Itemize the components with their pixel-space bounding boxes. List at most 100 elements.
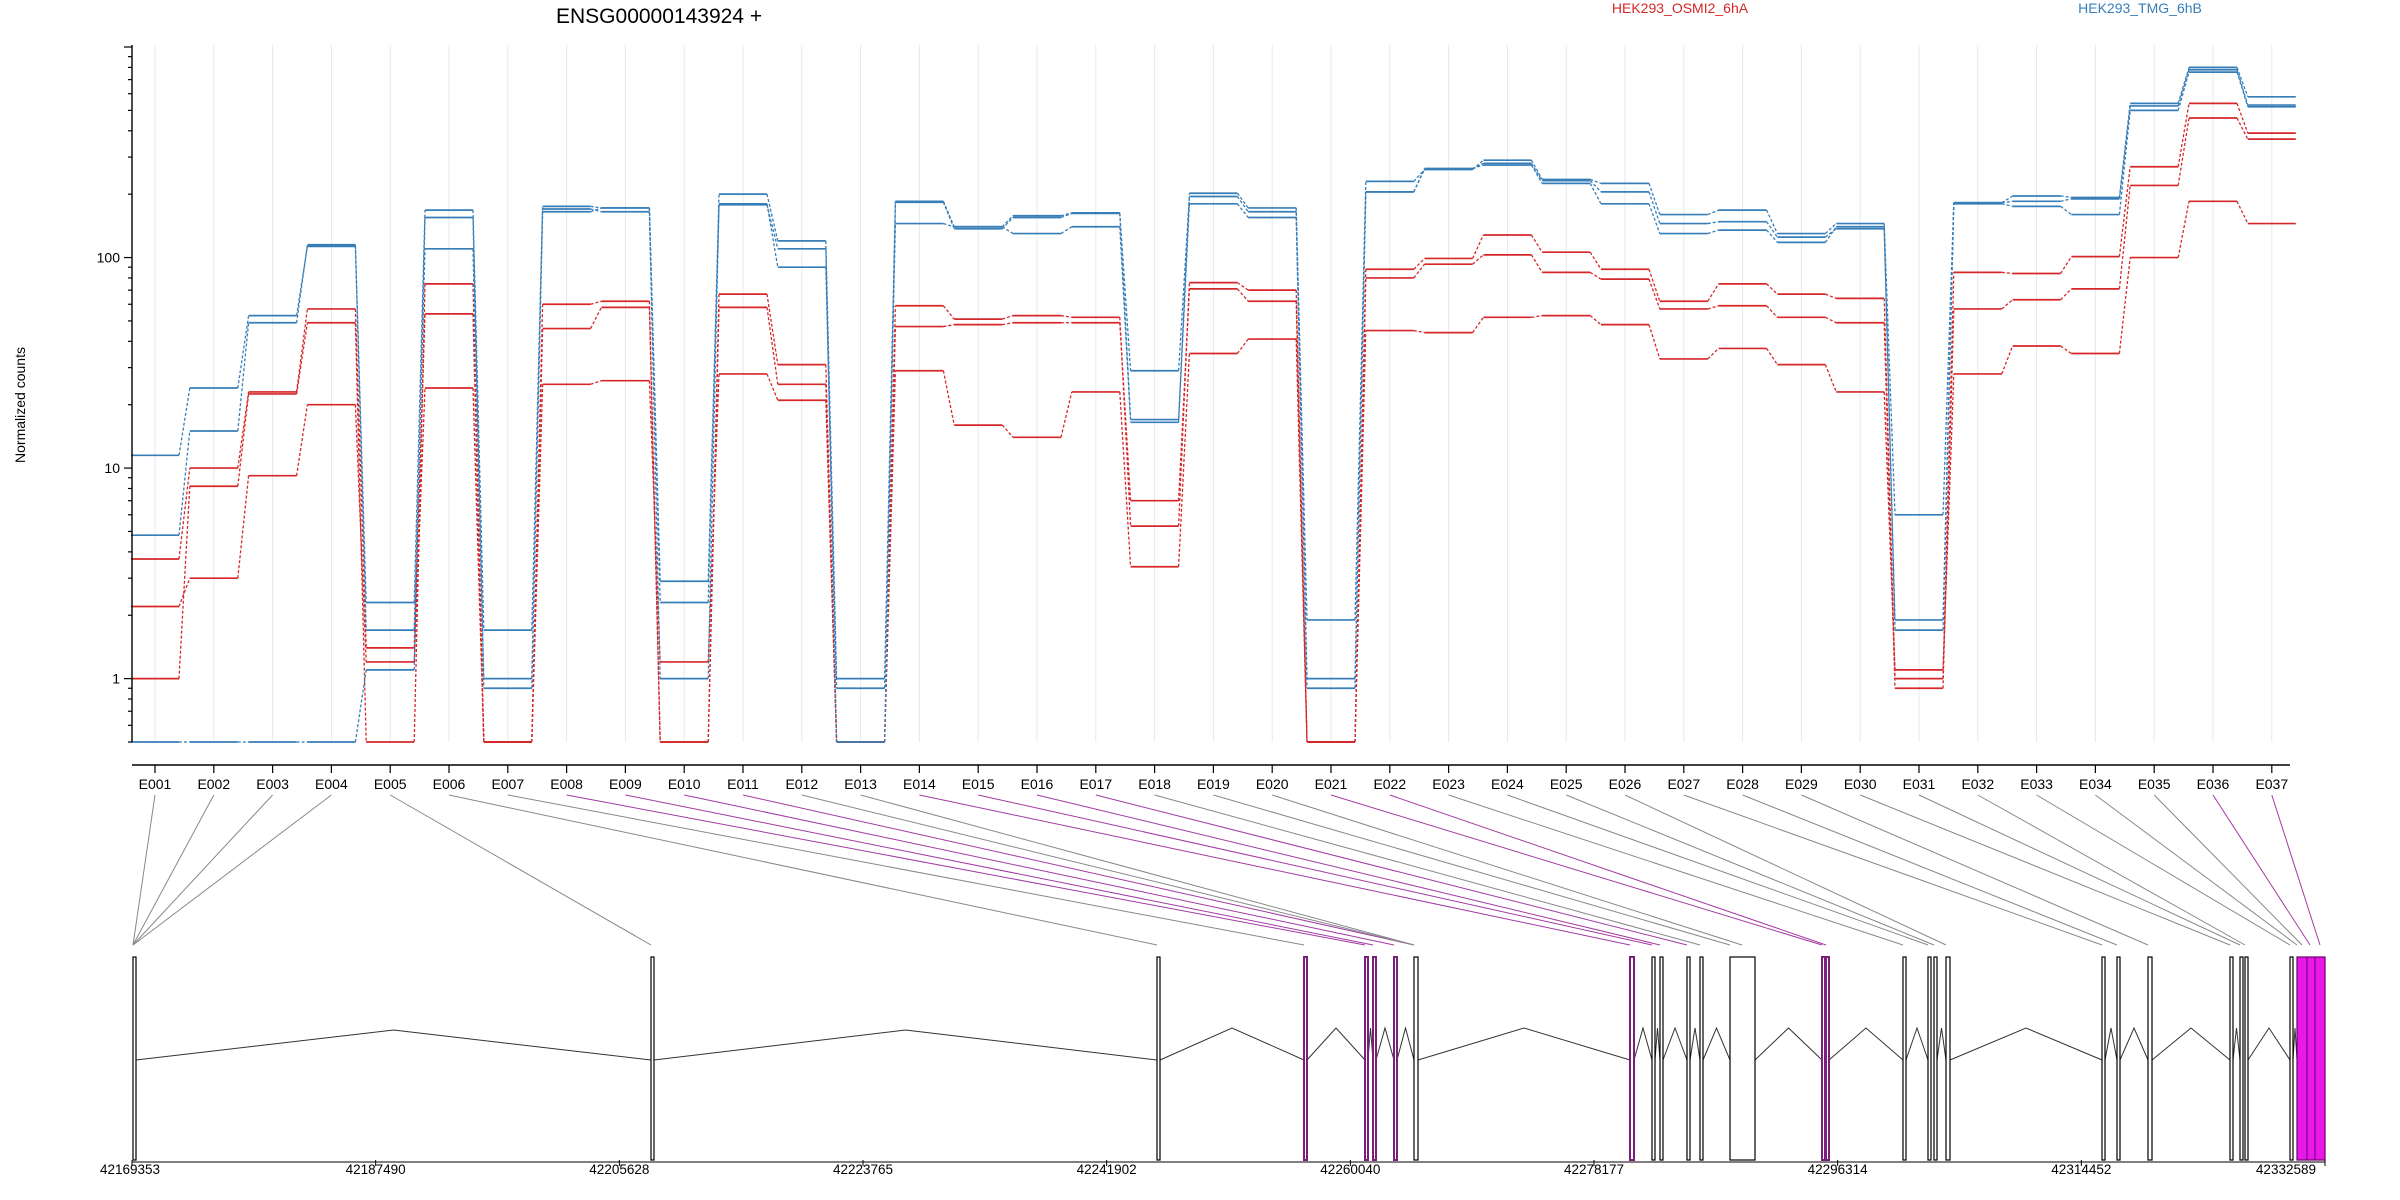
exon-connector bbox=[1295, 207, 1308, 620]
exon-connector bbox=[237, 393, 250, 487]
exon-connector bbox=[1001, 226, 1014, 235]
exon-connector bbox=[1177, 203, 1191, 423]
exon-connector bbox=[237, 322, 250, 432]
exon-connector bbox=[707, 203, 720, 679]
exon-link bbox=[684, 794, 1395, 946]
intron bbox=[135, 1029, 652, 1061]
intron bbox=[1905, 1026, 1929, 1061]
exon-label-e016: E016 bbox=[1021, 776, 1054, 792]
exon-label-e029: E029 bbox=[1785, 776, 1818, 792]
exon-link bbox=[2036, 794, 2291, 946]
exon-connector bbox=[2001, 195, 2013, 204]
exon-connector bbox=[295, 308, 309, 393]
exon-connector bbox=[1530, 234, 1543, 253]
exon-connector bbox=[2177, 71, 2190, 111]
exon-connector bbox=[1119, 213, 1132, 371]
exon-connector bbox=[1766, 283, 1778, 295]
exon-connector bbox=[531, 206, 544, 631]
exon-connector bbox=[2060, 345, 2072, 355]
intron bbox=[2104, 1027, 2118, 1061]
exon-connector bbox=[766, 203, 779, 268]
genome-tick-label: 42296314 bbox=[1808, 1162, 1869, 1177]
y-axis-label: Normalized counts bbox=[12, 347, 28, 463]
exon-box bbox=[1902, 956, 1907, 1161]
exon-connector bbox=[2060, 195, 2072, 199]
exon-connector bbox=[1530, 163, 1543, 181]
exon-connector bbox=[1825, 228, 1837, 238]
exon-connector bbox=[943, 324, 955, 328]
exon-connector bbox=[1354, 277, 1367, 743]
exon-link bbox=[1977, 794, 2246, 946]
exon-link bbox=[2271, 794, 2321, 946]
exon-connector bbox=[1707, 221, 1719, 225]
exon-connector bbox=[1883, 223, 1896, 515]
exon-connector bbox=[766, 373, 779, 401]
exon-connector bbox=[707, 307, 720, 743]
exon-axis: E001 E002 E003 E004 E005 E006 E007 E008 E009 E010… bbox=[132, 764, 2290, 792]
exon-link bbox=[1566, 794, 1935, 946]
exon-connector bbox=[1236, 203, 1249, 218]
exon-connector bbox=[1589, 183, 1602, 205]
intron bbox=[2292, 1027, 2298, 1061]
genomic-coordinate-axis: 42169353 42187490 42205628 42223765 42241902… bbox=[100, 1160, 2326, 1177]
plot-title: ENSG00000143924 + bbox=[556, 5, 762, 28]
exon-connector bbox=[707, 373, 720, 662]
exon-connector bbox=[1236, 192, 1249, 209]
exon-label-e017: E017 bbox=[1079, 776, 1112, 792]
exon-connector bbox=[2060, 205, 2072, 216]
exon-connector bbox=[766, 194, 779, 242]
exon-label-e014: E014 bbox=[903, 776, 936, 792]
exon-connector bbox=[1472, 162, 1484, 170]
exon-connector bbox=[1707, 209, 1719, 216]
exon-connector bbox=[1707, 347, 1720, 360]
exon-connector bbox=[883, 326, 897, 743]
exon-connector bbox=[1295, 211, 1308, 679]
exon-connector bbox=[1472, 316, 1484, 333]
exon-box bbox=[1629, 956, 1635, 1161]
exon-connector bbox=[2177, 117, 2190, 186]
exon-connector bbox=[472, 217, 485, 689]
exon-connector bbox=[472, 248, 485, 679]
exon-connector bbox=[1766, 229, 1778, 243]
exon-link bbox=[1624, 794, 1947, 946]
exon-connector bbox=[1177, 353, 1191, 567]
exon-connector bbox=[1530, 159, 1543, 180]
exon-connector bbox=[1707, 283, 1720, 302]
exon-connector bbox=[2001, 271, 2013, 275]
intron bbox=[1306, 1027, 1366, 1061]
exon-connector bbox=[1531, 314, 1543, 318]
exon-connector bbox=[1237, 282, 1249, 291]
vertical-gridlines bbox=[154, 45, 2273, 742]
exon-box bbox=[2296, 956, 2326, 1161]
exon-connector bbox=[1236, 338, 1249, 354]
exon-connector bbox=[1824, 364, 1837, 393]
exon-connector bbox=[2001, 200, 2013, 204]
exon-connector bbox=[1648, 203, 1661, 234]
exon-connector bbox=[1648, 191, 1661, 224]
exon-link bbox=[1860, 794, 2231, 946]
exon-box bbox=[1821, 956, 1826, 1161]
exon-label-e035: E035 bbox=[2138, 776, 2171, 792]
exon-connector bbox=[2177, 201, 2190, 258]
exon-connector bbox=[2177, 69, 2190, 107]
intron bbox=[1754, 1027, 1823, 1061]
exon-box bbox=[1651, 956, 1656, 1161]
exon-link bbox=[1507, 794, 1929, 946]
exon-connector bbox=[1942, 373, 1955, 670]
genome-tick-label: 42205628 bbox=[589, 1162, 649, 1177]
gene-model bbox=[132, 956, 2326, 1161]
exon-label-e018: E018 bbox=[1138, 776, 1171, 792]
exon-connector bbox=[1413, 257, 1426, 270]
exon-connector bbox=[2118, 105, 2131, 199]
exon-connector bbox=[1648, 278, 1661, 310]
genome-tick-label: 42332589 bbox=[2256, 1162, 2316, 1177]
exon-box bbox=[1659, 956, 1664, 1161]
exon-connector bbox=[1589, 178, 1602, 185]
exon-connector bbox=[1825, 316, 1837, 324]
exon-connector bbox=[1648, 183, 1661, 215]
exon-connector bbox=[1354, 191, 1367, 689]
exon-link bbox=[566, 794, 1366, 946]
exon-box bbox=[1933, 956, 1938, 1161]
exon-link bbox=[389, 794, 652, 946]
